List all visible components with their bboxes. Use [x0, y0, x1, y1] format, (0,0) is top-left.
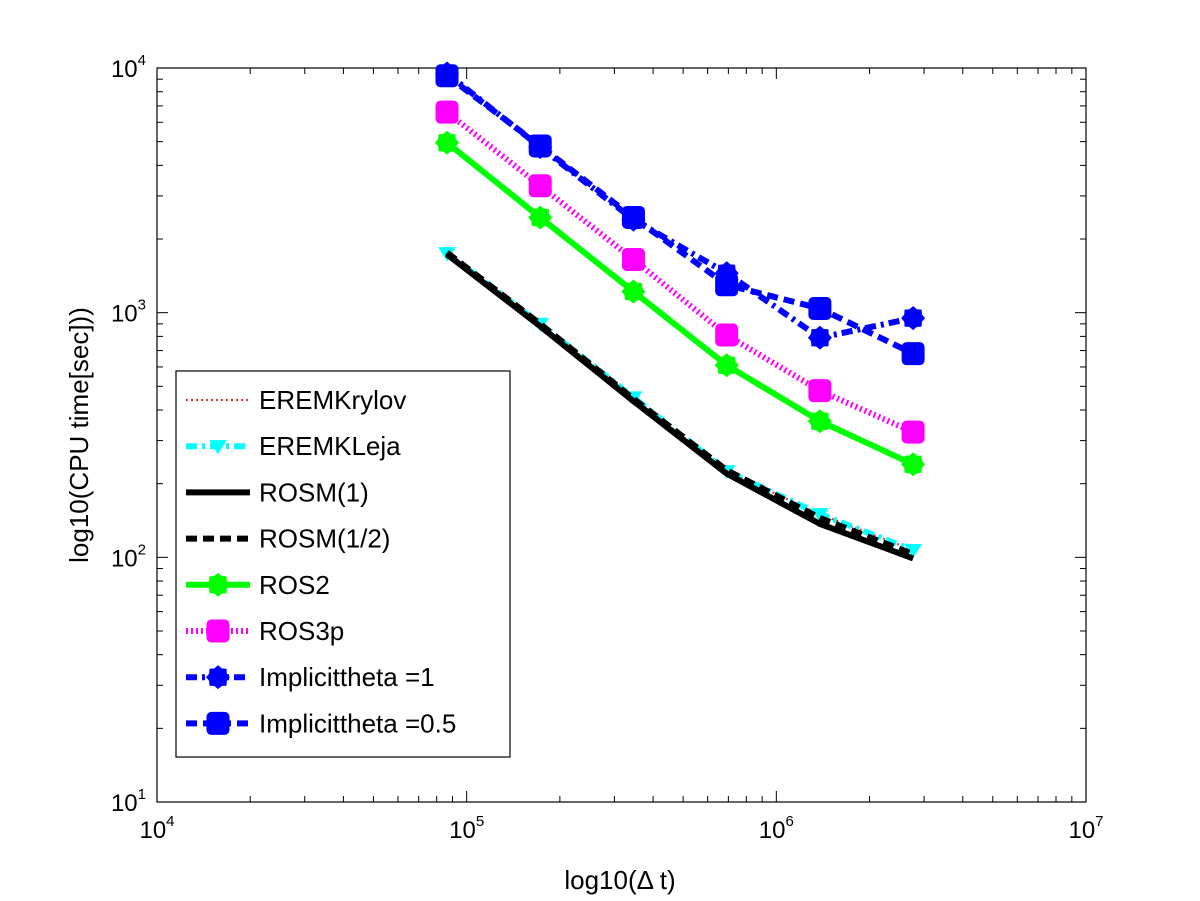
data-point — [807, 325, 832, 350]
legend-label: ROSM(1) — [259, 477, 369, 507]
y-tick-base: 10 — [111, 790, 138, 817]
legend-label: ROSM(1/2) — [259, 524, 390, 554]
x-tick-exponent: 5 — [476, 813, 484, 830]
data-point — [901, 342, 925, 366]
y-axis-label: log10(CPU time[sec])) — [64, 307, 94, 563]
x-tick-base: 10 — [449, 817, 476, 844]
legend-marker — [206, 665, 230, 690]
x-tick-exponent: 4 — [166, 813, 174, 830]
legend-marker — [206, 619, 230, 643]
y-tick-exponent: 2 — [138, 541, 146, 558]
data-point — [528, 205, 553, 230]
x-tick-label: 106 — [759, 813, 794, 844]
y-tick-label: 101 — [111, 786, 146, 817]
data-point — [810, 508, 829, 523]
y-tick-base: 10 — [111, 301, 138, 328]
series-line — [445, 71, 914, 341]
legend-item: ROSM(1/2) — [186, 524, 390, 554]
data-point — [714, 353, 739, 378]
legend-item: ROS2 — [186, 570, 330, 600]
legend-label: ROS3p — [259, 616, 344, 646]
legend-label: ROS2 — [259, 570, 330, 600]
y-tick-label: 102 — [111, 541, 146, 572]
legend-item: ROS3p — [186, 616, 344, 646]
legend-item: EREMKrylov — [186, 385, 406, 415]
data-point — [808, 379, 832, 403]
legend-marker — [209, 440, 227, 455]
legend-label: EREMKLeja — [259, 431, 401, 461]
data-point — [808, 296, 832, 320]
data-point — [621, 205, 645, 229]
y-tick-exponent: 1 — [138, 786, 146, 803]
legend: EREMKrylov EREMKLeja ROSM(1) ROSM(1/2) ROS2 R… — [175, 370, 511, 758]
series-line — [445, 250, 915, 557]
data-point — [715, 273, 739, 297]
legend-box — [175, 370, 511, 758]
legend-label: Implicittheta =0.5 — [259, 708, 456, 738]
series-ros3p — [435, 100, 925, 444]
series-layer — [435, 61, 926, 562]
x-tick-exponent: 7 — [1095, 813, 1103, 830]
data-point — [621, 279, 646, 304]
y-tick-exponent: 4 — [138, 52, 146, 69]
x-axis-label: log10(Δ t) — [564, 865, 675, 895]
legend-label: EREMKrylov — [259, 385, 406, 415]
x-tick-label: 104 — [139, 813, 174, 844]
series-line — [445, 140, 915, 468]
data-point — [528, 174, 552, 198]
legend-item: Implicittheta =0.5 — [186, 708, 456, 738]
x-tick-exponent: 6 — [786, 813, 794, 830]
data-point — [435, 64, 459, 88]
legend-label: Implicittheta =1 — [259, 662, 435, 692]
y-tick-label: 104 — [111, 52, 146, 83]
x-tick-label: 107 — [1068, 813, 1103, 844]
y-tick-base: 10 — [111, 545, 138, 572]
x-tick-base: 10 — [759, 817, 786, 844]
data-point — [621, 247, 645, 271]
series-ros2 — [435, 130, 926, 477]
minor-ticks — [157, 68, 1086, 802]
legend-item: Implicittheta =1 — [186, 662, 435, 692]
data-point — [528, 134, 552, 158]
x-tick-label: 105 — [449, 813, 484, 844]
data-point — [901, 306, 926, 331]
series-rosm-1-2- — [445, 250, 915, 557]
data-point — [435, 100, 459, 124]
legend-marker — [206, 711, 230, 735]
x-tick-base: 10 — [139, 817, 166, 844]
series-line — [445, 73, 915, 357]
y-tick-label: 103 — [111, 297, 146, 328]
y-tick-base: 10 — [111, 56, 138, 83]
y-tick-exponent: 3 — [138, 297, 146, 314]
legend-marker — [206, 572, 230, 597]
data-point — [901, 420, 925, 444]
x-tick-base: 10 — [1068, 817, 1095, 844]
data-point — [807, 409, 832, 434]
legend-item: EREMKLeja — [186, 431, 401, 461]
data-point — [901, 452, 926, 477]
data-point — [435, 130, 459, 155]
legend-item: ROSM(1) — [186, 477, 369, 507]
data-point — [715, 323, 739, 347]
series-implicittheta-0-5 — [435, 64, 925, 366]
major-ticks — [156, 67, 1087, 803]
